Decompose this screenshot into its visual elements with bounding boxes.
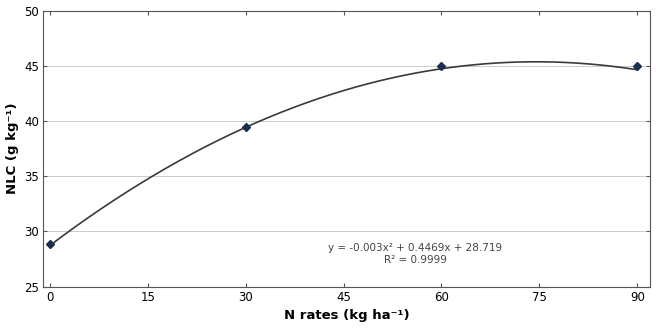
Y-axis label: NLC (g kg⁻¹): NLC (g kg⁻¹) xyxy=(5,103,18,195)
Text: y = -0.003x² + 0.4469x + 28.719
R² = 0.9999: y = -0.003x² + 0.4469x + 28.719 R² = 0.9… xyxy=(328,243,502,265)
X-axis label: N rates (kg ha⁻¹): N rates (kg ha⁻¹) xyxy=(284,309,409,322)
